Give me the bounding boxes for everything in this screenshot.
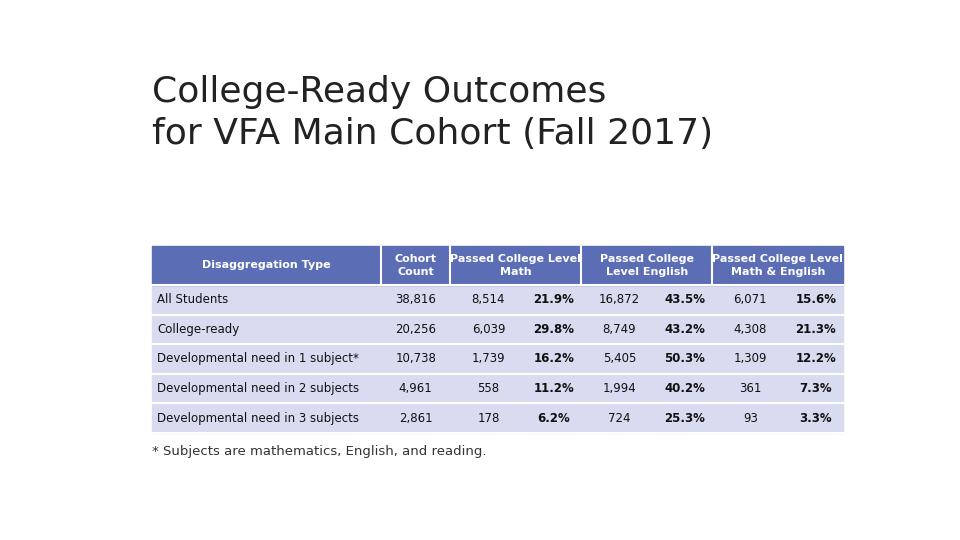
Text: 93: 93 xyxy=(743,411,757,424)
Text: 5,405: 5,405 xyxy=(603,353,636,366)
Bar xyxy=(152,344,843,374)
Text: Developmental need in 1 subject*: Developmental need in 1 subject* xyxy=(157,353,359,366)
Bar xyxy=(152,285,843,314)
Text: 12.2%: 12.2% xyxy=(796,353,836,366)
Text: 20,256: 20,256 xyxy=(396,323,436,336)
Text: 10,738: 10,738 xyxy=(396,353,436,366)
Text: 724: 724 xyxy=(609,411,631,424)
Text: 21.9%: 21.9% xyxy=(534,293,574,306)
Text: 3.3%: 3.3% xyxy=(800,411,832,424)
Text: 7.3%: 7.3% xyxy=(800,382,832,395)
Text: 558: 558 xyxy=(477,382,499,395)
Text: 25.3%: 25.3% xyxy=(664,411,706,424)
Text: 8,749: 8,749 xyxy=(603,323,636,336)
Text: 40.2%: 40.2% xyxy=(664,382,706,395)
Text: 1,309: 1,309 xyxy=(733,353,767,366)
Bar xyxy=(152,374,843,403)
Text: 50.3%: 50.3% xyxy=(664,353,706,366)
Text: * Subjects are mathematics, English, and reading.: * Subjects are mathematics, English, and… xyxy=(152,446,487,458)
Text: 38,816: 38,816 xyxy=(396,293,436,306)
Text: 6.2%: 6.2% xyxy=(538,411,570,424)
Text: 11.2%: 11.2% xyxy=(534,382,574,395)
Text: Passed College
Level English: Passed College Level English xyxy=(600,254,694,276)
Bar xyxy=(152,246,843,285)
Text: Developmental need in 3 subjects: Developmental need in 3 subjects xyxy=(157,411,359,424)
Text: College-Ready Outcomes
for VFA Main Cohort (Fall 2017): College-Ready Outcomes for VFA Main Coho… xyxy=(152,75,713,151)
Text: College-ready: College-ready xyxy=(157,323,239,336)
Text: 8,514: 8,514 xyxy=(471,293,505,306)
Text: Passed College Level
Math: Passed College Level Math xyxy=(450,254,581,276)
Text: Passed College Level
Math & English: Passed College Level Math & English xyxy=(712,254,843,276)
Text: 21.3%: 21.3% xyxy=(796,323,836,336)
Text: 178: 178 xyxy=(477,411,499,424)
Text: 43.5%: 43.5% xyxy=(664,293,706,306)
Text: 4,308: 4,308 xyxy=(733,323,767,336)
Bar xyxy=(152,403,843,433)
Text: 361: 361 xyxy=(739,382,761,395)
Text: 15.6%: 15.6% xyxy=(796,293,836,306)
Text: 4,961: 4,961 xyxy=(398,382,433,395)
Text: All Students: All Students xyxy=(157,293,228,306)
Text: 29.8%: 29.8% xyxy=(534,323,574,336)
Text: Developmental need in 2 subjects: Developmental need in 2 subjects xyxy=(157,382,359,395)
Text: Cohort
Count: Cohort Count xyxy=(395,254,437,276)
Text: 6,071: 6,071 xyxy=(733,293,767,306)
Text: 2,861: 2,861 xyxy=(399,411,433,424)
Bar xyxy=(152,314,843,344)
Text: 43.2%: 43.2% xyxy=(664,323,706,336)
Text: 16.2%: 16.2% xyxy=(534,353,574,366)
Text: Disaggregation Type: Disaggregation Type xyxy=(203,260,331,271)
Text: 16,872: 16,872 xyxy=(599,293,640,306)
Text: 1,739: 1,739 xyxy=(471,353,505,366)
Text: 6,039: 6,039 xyxy=(471,323,505,336)
Text: 1,994: 1,994 xyxy=(603,382,636,395)
